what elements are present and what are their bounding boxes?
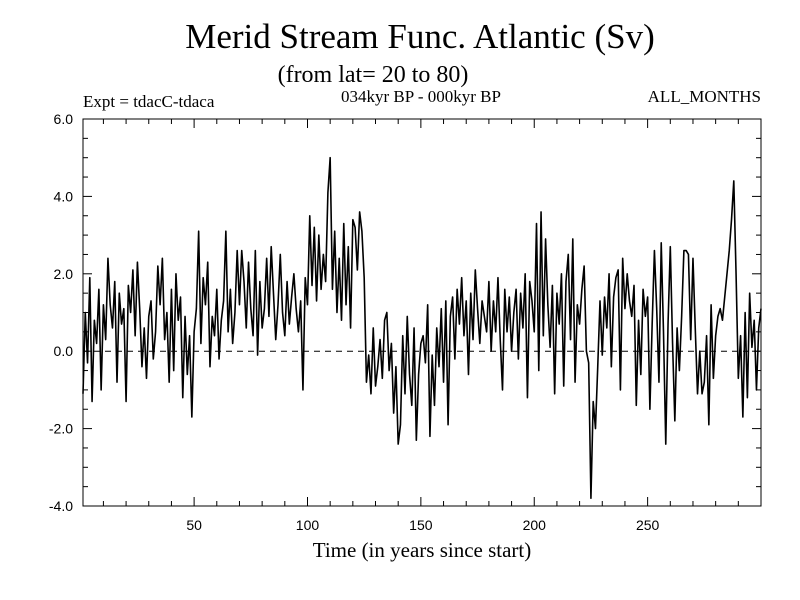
months-label: ALL_MONTHS (648, 87, 761, 106)
period-label: 034kyr BP - 000kyr BP (341, 87, 501, 106)
y-tick-label: 6.0 (54, 111, 74, 127)
chart-title: Merid Stream Func. Atlantic (Sv) (185, 17, 655, 56)
x-axis-label: Time (in years since start) (313, 538, 532, 562)
y-tick-label: -2.0 (49, 421, 73, 437)
experiment-label: Expt = tdacC-tdaca (83, 92, 215, 111)
y-tick-label: 2.0 (54, 266, 74, 282)
x-tick-label: 100 (296, 517, 320, 533)
y-tick-label: -4.0 (49, 498, 73, 514)
x-tick-label: 50 (186, 517, 202, 533)
series-line-0 (82, 156, 762, 500)
x-tick-label: 250 (636, 517, 660, 533)
y-tick-label: 0.0 (54, 343, 74, 359)
y-tick-label: 4.0 (54, 188, 74, 204)
chart-subtitle: (from lat= 20 to 80) (278, 62, 469, 88)
x-tick-label: 150 (409, 517, 433, 533)
x-tick-label: 200 (523, 517, 547, 533)
